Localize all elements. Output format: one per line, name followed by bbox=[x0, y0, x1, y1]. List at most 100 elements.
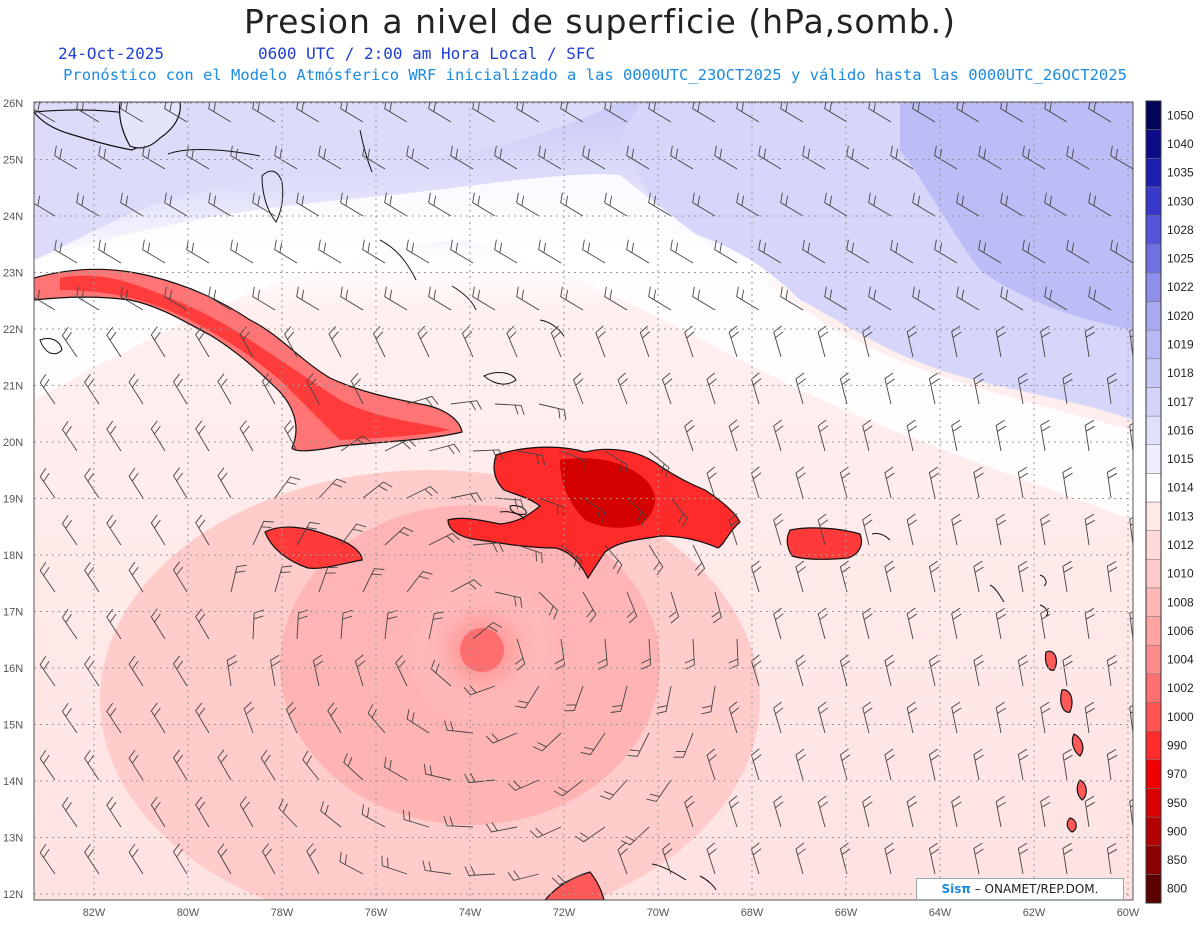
wind-barb bbox=[406, 485, 439, 499]
map-title: Presion a nivel de superficie (hPa,somb.… bbox=[243, 2, 957, 41]
wind-barb bbox=[516, 450, 546, 466]
wind-barb bbox=[39, 844, 56, 875]
colorbar-label: 950 bbox=[1167, 796, 1187, 810]
bahamas-eleuthera bbox=[379, 239, 417, 281]
wind-barb bbox=[450, 400, 482, 411]
colorbar-label: 1013 bbox=[1167, 509, 1194, 523]
wind-barb bbox=[1084, 513, 1095, 546]
wind-barb bbox=[472, 542, 504, 553]
wind-barb bbox=[706, 748, 717, 781]
wind-barb bbox=[553, 779, 584, 797]
colorbar-swatch bbox=[1145, 616, 1162, 646]
wind-barb bbox=[98, 145, 122, 170]
lon-label: 72W bbox=[553, 907, 576, 919]
wind-barb bbox=[514, 638, 526, 671]
wind-barb bbox=[230, 145, 254, 170]
wind-barb bbox=[1062, 372, 1073, 405]
wind-barb bbox=[1044, 102, 1068, 123]
wind-barb bbox=[817, 513, 829, 546]
colorbar-swatch bbox=[1145, 186, 1162, 216]
wind-barb bbox=[780, 286, 804, 311]
wind-barb bbox=[839, 842, 851, 875]
wind-barb bbox=[406, 145, 430, 170]
wind-barb bbox=[506, 325, 518, 358]
wind-barb bbox=[507, 779, 540, 791]
wind-barb bbox=[172, 655, 188, 687]
wind-barb bbox=[626, 591, 638, 624]
lat-label: 18N bbox=[3, 550, 23, 562]
bahamas-andros bbox=[261, 170, 284, 223]
lon-label: 60W bbox=[1117, 907, 1140, 919]
wind-barb bbox=[995, 701, 1007, 734]
wind-barb bbox=[328, 326, 342, 358]
wind-barb bbox=[428, 192, 452, 217]
wind-barb bbox=[554, 638, 566, 670]
wind-barb bbox=[463, 685, 496, 696]
wind-barb bbox=[538, 497, 564, 518]
wind-barb bbox=[384, 286, 408, 311]
wind-barb bbox=[120, 286, 144, 311]
wind-barb bbox=[692, 286, 716, 311]
wind-barb bbox=[604, 192, 628, 217]
wind-barb bbox=[626, 497, 647, 526]
wind-barb bbox=[706, 372, 717, 405]
wind-barb bbox=[150, 702, 166, 734]
wind-barb bbox=[1106, 373, 1118, 405]
wind-barb bbox=[274, 145, 298, 170]
colorbar-swatch bbox=[1145, 129, 1162, 159]
wind-barb bbox=[1084, 419, 1095, 452]
wind-barb bbox=[564, 685, 584, 712]
wind-barb bbox=[34, 192, 56, 217]
wind-barb bbox=[164, 102, 188, 123]
wind-barb bbox=[39, 468, 56, 499]
wind-barb bbox=[884, 372, 895, 405]
wind-barb bbox=[824, 192, 848, 217]
wind-barb bbox=[302, 750, 320, 781]
wind-barb bbox=[186, 145, 210, 170]
lon-label: 62W bbox=[1023, 907, 1046, 919]
wind-barb bbox=[472, 286, 496, 311]
wind-barb bbox=[928, 560, 940, 593]
wind-barb bbox=[428, 102, 452, 123]
wind-barb bbox=[1106, 467, 1118, 499]
forecast-time: 0600 UTC / 2:00 am Hora Local / SFC bbox=[258, 44, 596, 63]
wind-barb bbox=[973, 466, 984, 499]
wind-barb bbox=[560, 286, 584, 311]
wind-barb bbox=[639, 325, 651, 358]
wind-barb bbox=[692, 192, 716, 217]
wind-barb bbox=[582, 145, 606, 170]
wind-barb bbox=[1066, 239, 1090, 264]
wind-barb bbox=[516, 286, 540, 311]
wind-barb bbox=[1017, 654, 1029, 687]
bahamas-grand bbox=[167, 149, 261, 157]
colorbar-label: 1004 bbox=[1167, 653, 1194, 667]
wind-barb bbox=[550, 325, 562, 358]
wind-barb bbox=[384, 102, 408, 123]
low-pressure-eye bbox=[460, 628, 504, 672]
st-lucia bbox=[1076, 779, 1087, 801]
wind-barb bbox=[890, 145, 914, 170]
longitude-labels: 82W 80W 78W 76W 74W 72W 70W 68W 66W 64W 62W 60W bbox=[83, 907, 1140, 919]
bahamas-abaco bbox=[359, 129, 373, 173]
wind-barb bbox=[626, 145, 650, 170]
wind-barb bbox=[208, 192, 232, 217]
colorbar-label: 1012 bbox=[1167, 538, 1194, 552]
wind-barb bbox=[758, 239, 782, 264]
guadeloupe bbox=[1044, 650, 1058, 671]
wind-barb bbox=[620, 826, 650, 846]
wind-barb bbox=[444, 720, 474, 734]
wind-barb bbox=[516, 192, 540, 217]
wind-barb bbox=[472, 192, 496, 217]
wind-barb bbox=[868, 286, 892, 311]
colorbar-label: 970 bbox=[1167, 767, 1187, 781]
colorbar-frame bbox=[1145, 100, 1162, 904]
inagua bbox=[483, 372, 517, 385]
wind-barb bbox=[252, 609, 264, 640]
turks-caicos bbox=[539, 319, 565, 337]
wind-barb bbox=[1022, 145, 1046, 170]
wind-barb bbox=[692, 102, 716, 123]
wind-barb bbox=[450, 239, 474, 264]
martinique bbox=[1071, 733, 1084, 757]
wind-barb bbox=[560, 544, 583, 571]
wind-barb bbox=[951, 607, 962, 640]
